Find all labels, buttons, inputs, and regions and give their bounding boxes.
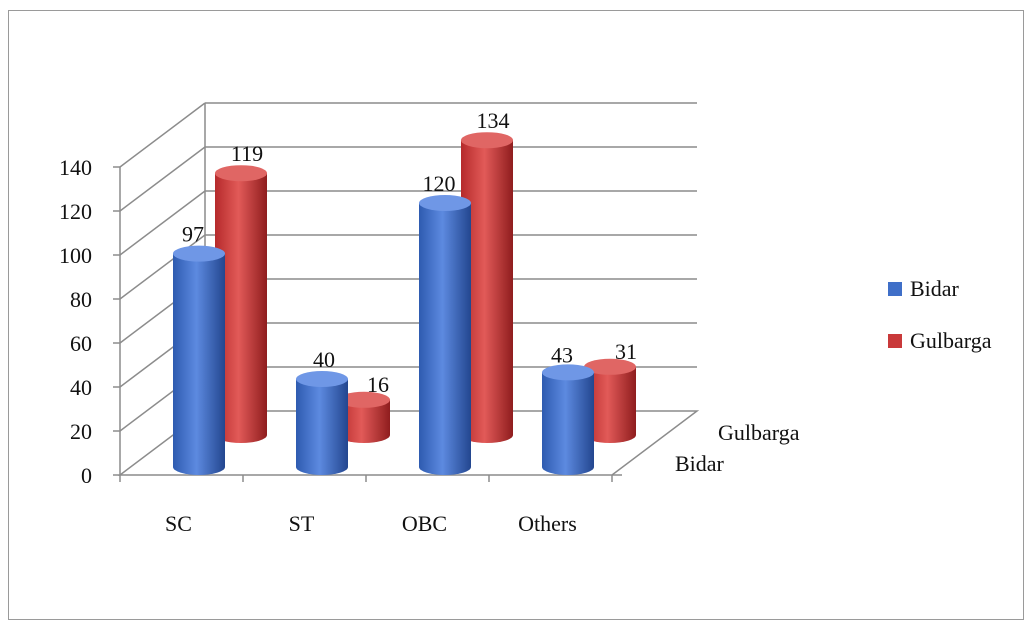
category-label: OBC bbox=[402, 511, 447, 536]
y-tick-label: 0 bbox=[81, 463, 92, 488]
gridline-side bbox=[119, 234, 206, 300]
y-tick-label: 20 bbox=[70, 419, 92, 444]
bar-bidar-obc: 120 bbox=[419, 171, 471, 475]
bar-body bbox=[215, 173, 267, 443]
legend-label-gulbarga: Gulbarga bbox=[910, 328, 992, 353]
gridline-side bbox=[119, 146, 206, 212]
bar-body bbox=[296, 379, 348, 475]
legend-label-bidar: Bidar bbox=[910, 276, 960, 301]
bar-body bbox=[338, 399, 390, 443]
bar-bidar-st: 40 bbox=[296, 347, 348, 475]
data-label: 40 bbox=[313, 347, 335, 372]
data-label: 31 bbox=[615, 339, 637, 364]
x-axis-categories: SC ST OBC Others bbox=[165, 511, 577, 536]
bar-gulbarga-sc: 119 bbox=[215, 141, 267, 443]
bar-top bbox=[215, 165, 267, 182]
y-tick-label: 100 bbox=[59, 243, 92, 268]
gridline-side bbox=[119, 102, 206, 168]
gridline-side bbox=[119, 190, 206, 256]
legend-swatch-bidar bbox=[888, 282, 902, 296]
bar-top bbox=[338, 391, 390, 408]
bar-body bbox=[542, 372, 594, 475]
y-tick-label: 60 bbox=[70, 331, 92, 356]
bar-bidar-sc: 97 bbox=[173, 222, 225, 475]
bar-gulbarga-others: 31 bbox=[584, 339, 637, 443]
legend-swatch-gulbarga bbox=[888, 334, 902, 348]
bar-body bbox=[173, 253, 225, 475]
data-label: 97 bbox=[182, 222, 204, 247]
data-label: 119 bbox=[231, 141, 263, 166]
category-label: SC bbox=[165, 511, 192, 536]
depth-label-back: Gulbarga bbox=[718, 420, 800, 445]
category-label: Others bbox=[518, 511, 577, 536]
category-label: ST bbox=[289, 511, 315, 536]
bar-body bbox=[584, 366, 636, 443]
data-label: 134 bbox=[477, 108, 510, 133]
y-tick-label: 120 bbox=[59, 199, 92, 224]
bar-top bbox=[173, 245, 225, 262]
bar-top bbox=[419, 195, 471, 211]
bar-top bbox=[542, 364, 594, 381]
depth-axis-labels: Gulbarga Bidar bbox=[612, 420, 800, 476]
bar-gulbarga-st: 16 bbox=[338, 372, 390, 443]
data-label: 43 bbox=[551, 342, 573, 367]
bars-layer: 119 16 134 31 97 40 120 43 bbox=[173, 108, 637, 475]
depth-label-front: Bidar bbox=[675, 451, 725, 476]
bar-top bbox=[584, 358, 636, 375]
bar-gulbarga-obc: 134 bbox=[461, 108, 513, 443]
bar-body bbox=[419, 203, 471, 475]
y-tick-label: 80 bbox=[70, 287, 92, 312]
bar-top bbox=[461, 132, 513, 149]
bar-top bbox=[296, 371, 348, 387]
legend: Bidar Gulbarga bbox=[888, 276, 992, 353]
data-label: 120 bbox=[423, 171, 456, 196]
y-axis-ticks: 0 20 40 60 80 100 120 140 bbox=[59, 155, 92, 488]
bar-body bbox=[461, 140, 513, 443]
y-tick-label: 40 bbox=[70, 375, 92, 400]
y-tick-label: 140 bbox=[59, 155, 92, 180]
data-label: 16 bbox=[367, 372, 389, 397]
bar-bidar-others: 43 bbox=[542, 342, 594, 475]
